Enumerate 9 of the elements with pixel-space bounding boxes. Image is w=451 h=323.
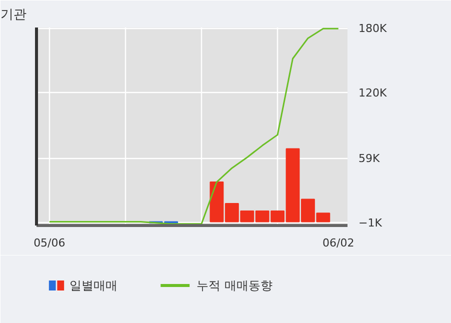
legend-label: 일별매매 [70, 278, 118, 292]
legend-label: 누적 매매동향 [196, 278, 272, 292]
chart-title: 기관 [0, 8, 26, 22]
y-tick-label: 180K [358, 22, 388, 36]
x-tick-label: 06/02 [322, 236, 354, 250]
y-tick-label: −1K [358, 216, 383, 230]
y-tick-label: 59K [358, 152, 380, 165]
y-tick-label: 120K [358, 86, 388, 100]
x-tick-label: 05/06 [34, 236, 66, 250]
